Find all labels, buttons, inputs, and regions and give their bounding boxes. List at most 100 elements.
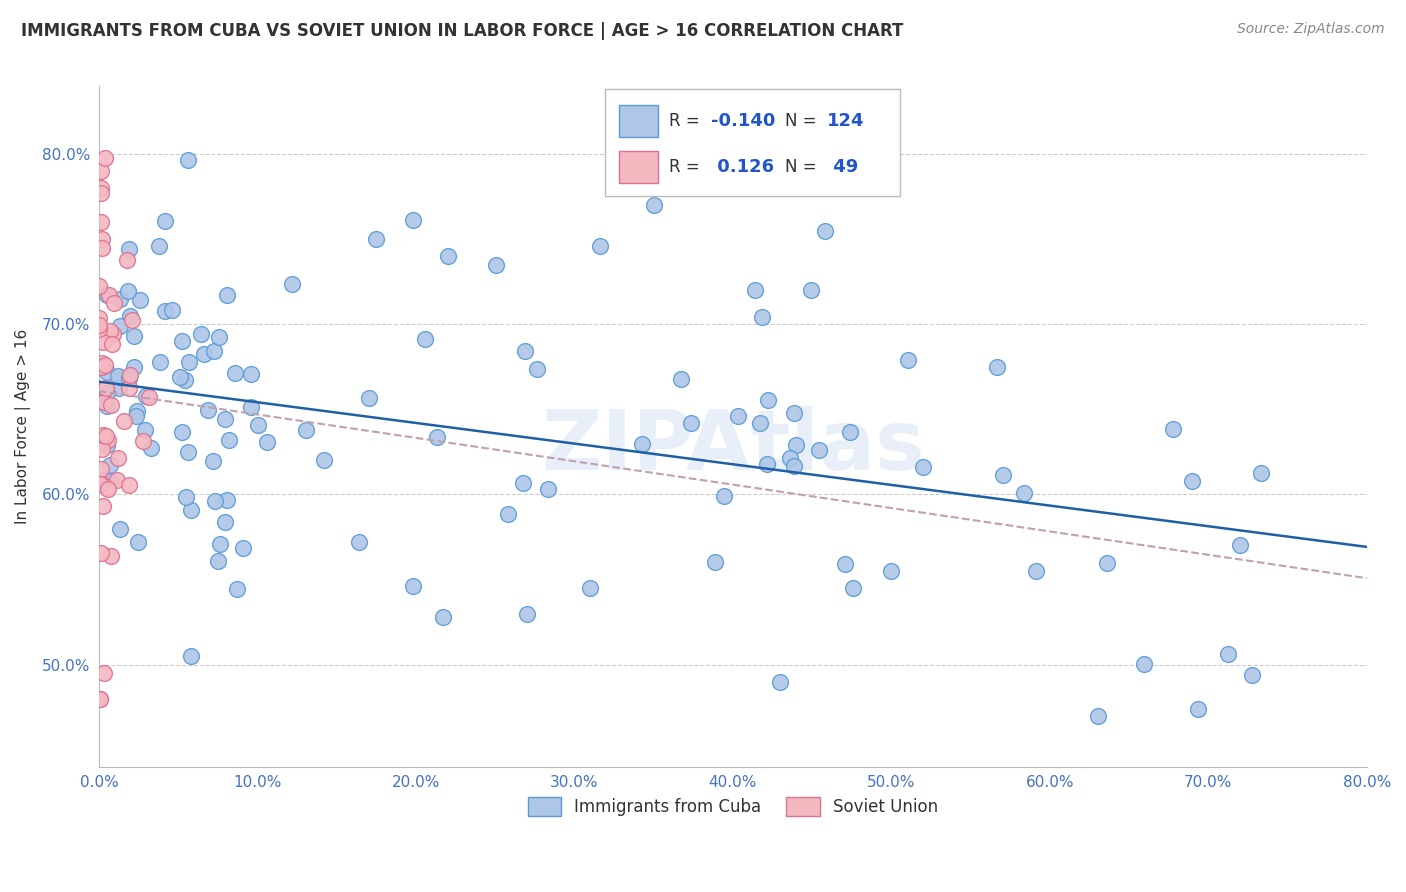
Point [112,414,135,428]
Point [912,459,935,474]
Point [1087,708,1109,723]
Point [232,541,254,556]
Point [91,356,114,370]
Point [108,293,131,307]
Point [349,535,371,549]
Point [537,482,560,496]
Point [100,398,122,412]
Point [94,152,117,166]
Point [121,312,143,326]
Point [148,239,170,253]
Point [96,429,118,443]
Point [118,380,141,394]
Point [281,277,304,292]
Point [197,403,219,417]
Point [94,358,117,372]
Point [214,412,236,426]
Point [180,648,202,663]
Point [1250,466,1272,480]
Point [1132,657,1154,671]
Point [240,400,263,414]
Point [402,212,425,227]
Point [118,477,141,491]
Point [118,309,141,323]
Point [515,344,537,359]
Point [94,380,117,394]
Point [498,507,520,521]
Point [122,329,145,343]
Point [177,445,200,459]
Point [209,537,232,551]
Point [115,253,138,268]
Point [103,296,125,310]
Point [89,279,111,293]
Point [91,360,114,375]
Point [1229,538,1251,552]
Point [127,403,149,417]
Point [127,534,149,549]
Point [101,326,124,341]
Point [402,579,425,593]
Point [643,198,665,212]
Point [89,477,111,491]
Point [96,399,118,413]
Point [357,391,380,405]
Text: 124: 124 [827,112,865,130]
Text: N =: N = [785,158,821,176]
Point [98,324,121,338]
Point [224,367,246,381]
Point [204,493,226,508]
Text: 0.126: 0.126 [711,158,775,176]
Point [112,371,135,385]
Text: Source: ZipAtlas.com: Source: ZipAtlas.com [1237,22,1385,37]
Point [107,368,129,383]
Point [991,467,1014,482]
Point [589,239,612,253]
Point [169,370,191,384]
Point [107,450,129,465]
Point [90,186,112,201]
Point [174,373,197,387]
Point [295,423,318,437]
Point [101,336,124,351]
Point [756,393,779,408]
Text: N =: N = [785,112,821,130]
Point [208,329,231,343]
Point [713,489,735,503]
Point [132,434,155,448]
Point [128,293,150,307]
Point [432,609,454,624]
Point [207,554,229,568]
Point [485,258,508,272]
Point [1095,556,1118,570]
Point [138,390,160,404]
Text: R =: R = [669,158,706,176]
Point [193,347,215,361]
Point [100,549,122,563]
Point [748,417,770,431]
Point [986,359,1008,374]
Point [91,499,114,513]
Point [783,406,806,420]
Point [124,409,146,423]
Y-axis label: In Labor Force | Age > 16: In Labor Force | Age > 16 [15,329,31,524]
Point [1187,702,1209,716]
Point [526,362,548,376]
Point [703,555,725,569]
Point [1012,486,1035,500]
Point [91,232,114,246]
Point [108,381,131,395]
Point [779,450,801,465]
Point [512,476,534,491]
Text: -0.140: -0.140 [711,112,776,130]
Point [89,435,111,450]
Point [669,372,692,386]
Point [91,335,114,350]
Point [180,503,202,517]
Point [413,332,436,346]
Point [110,522,132,536]
Point [808,442,831,457]
Point [89,473,111,487]
Point [1161,422,1184,436]
Point [246,417,269,432]
